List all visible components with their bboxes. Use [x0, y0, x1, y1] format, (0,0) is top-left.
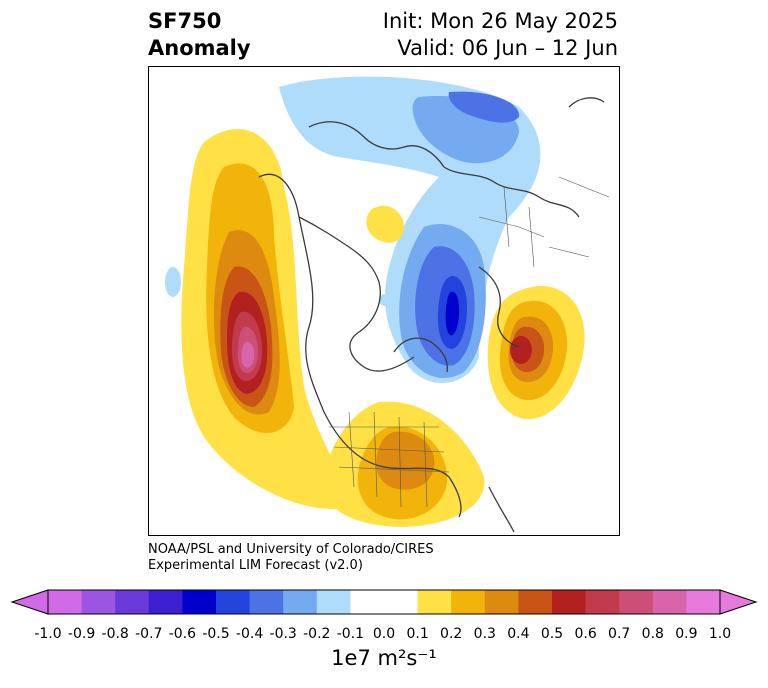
- atlantic-positive-anomaly: [487, 286, 585, 420]
- political-borders: [329, 176, 610, 508]
- colorbar-tick-label: -0.2: [303, 626, 331, 642]
- colorbar-segment: [686, 590, 721, 614]
- colorbar-outline: [47, 589, 721, 615]
- colorbar-tick-label: 0.2: [440, 626, 463, 642]
- colorbar-tick-label: -0.3: [269, 626, 297, 642]
- anomaly-label: Anomaly: [148, 36, 251, 60]
- colorbar-tick-label: 0.7: [608, 626, 631, 642]
- credit-line-1: NOAA/PSL and University of Colorado/CIRE…: [148, 542, 434, 557]
- colorbar-tick-label: 0.5: [540, 626, 564, 642]
- colorbar-segment: [619, 590, 654, 614]
- colorbar-segment: [48, 590, 83, 614]
- colorbar-tick-label: -0.7: [135, 626, 163, 642]
- anomaly-map: [165, 76, 610, 533]
- init-date: Init: Mon 26 May 2025: [382, 9, 618, 33]
- colorbar-segment: [518, 590, 553, 614]
- colorbar-segment: [216, 590, 251, 614]
- colorbar-tick-label: 0.1: [406, 626, 429, 642]
- colorbar-tick-label: 0.8: [641, 626, 664, 642]
- colorbar-tick-label: -0.5: [202, 626, 230, 642]
- colorbar-segment: [316, 590, 351, 614]
- colorbar-tick-label: -0.4: [235, 626, 264, 642]
- forecast-dates: Init: Mon 26 May 2025 Valid: 06 Jun – 12…: [383, 8, 618, 62]
- colorbar-extend-right: [719, 589, 758, 615]
- colorbar: [10, 589, 758, 615]
- pacific-positive-anomaly: [181, 129, 349, 509]
- colorbar-ticks: -1.0 -0.9 -0.8 -0.7 -0.6 -0.5 -0.4 -0.3 -0.2 -0.1…: [0, 626, 768, 646]
- colorbar-segment: [249, 590, 284, 614]
- colorbar-units: 1e7 m²s⁻¹: [331, 646, 437, 670]
- colorbar-tick-label: 0.0: [372, 626, 396, 642]
- colorbar-segment: [115, 590, 150, 614]
- colorbar-tick-label: 0.3: [473, 626, 496, 642]
- colorbar-tick-label: -0.9: [67, 626, 96, 642]
- colorbar-tick-label: -0.8: [101, 626, 129, 642]
- arctic-negative-anomaly: [165, 76, 541, 384]
- credit-text: NOAA/PSL and University of Colorado/CIRE…: [148, 542, 434, 574]
- colorbar-segment: [451, 590, 486, 614]
- colorbar-segment: [484, 590, 519, 614]
- colorbar-tick-label: 0.6: [574, 626, 597, 642]
- colorbar-segments: [48, 590, 721, 614]
- colorbar-tick-label: -0.6: [168, 626, 197, 642]
- valid-date: Valid: 06 Jun – 12 Jun: [397, 36, 618, 60]
- colorbar-extend-left: [10, 589, 49, 615]
- colorbar-segment: [182, 590, 217, 614]
- credit-line-2: Experimental LIM Forecast (v2.0): [148, 558, 363, 573]
- coastlines: [258, 97, 605, 533]
- colorbar-tick-label: -1.0: [34, 626, 62, 642]
- map-panel: [148, 66, 620, 536]
- colorbar-segment: [585, 590, 620, 614]
- colorbar-segment: [417, 590, 452, 614]
- colorbar-tick-label: -0.1: [336, 626, 365, 642]
- map-title: SF750 Anomaly: [148, 8, 251, 62]
- colorbar-tick-label: 1.0: [708, 626, 732, 642]
- colorbar-segment: [81, 590, 116, 614]
- colorbar-tick-label: 0.4: [507, 626, 530, 642]
- colorbar-segment: [652, 590, 687, 614]
- colorbar-tick-label: 0.9: [675, 626, 698, 642]
- colorbar-segment: [283, 590, 318, 614]
- variable-name: SF750: [148, 9, 222, 33]
- colorbar-segment: [148, 590, 183, 614]
- colorbar-segment: [552, 590, 587, 614]
- colorbar-segment: [384, 590, 419, 614]
- colorbar-segment: [350, 590, 385, 614]
